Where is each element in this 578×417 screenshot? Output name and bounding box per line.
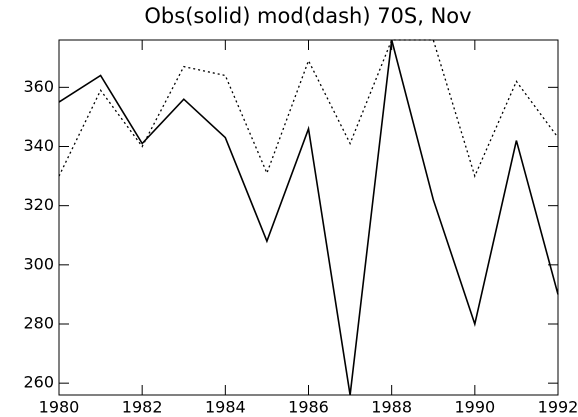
x-tick-label: 1986: [288, 398, 329, 417]
x-tick-label: 1988: [371, 398, 412, 417]
y-tick-label: 360: [23, 77, 54, 96]
x-tick-label: 1984: [205, 398, 246, 417]
y-tick-label: 340: [23, 136, 54, 155]
y-tick-label: 320: [23, 195, 54, 214]
x-tick-label: 1992: [538, 398, 578, 417]
y-tick-label: 280: [23, 314, 54, 333]
x-tick-label: 1990: [454, 398, 495, 417]
series-line: [58, 39, 559, 396]
y-tick-label: 260: [23, 373, 54, 392]
chart-title: Obs(solid) mod(dash) 70S, Nov: [144, 4, 471, 28]
x-tick-label: 1982: [122, 398, 163, 417]
y-tick-label: 300: [23, 254, 54, 273]
x-tick-label: 1980: [39, 398, 80, 417]
series-line: [58, 39, 559, 178]
plot-frame: [58, 39, 559, 396]
